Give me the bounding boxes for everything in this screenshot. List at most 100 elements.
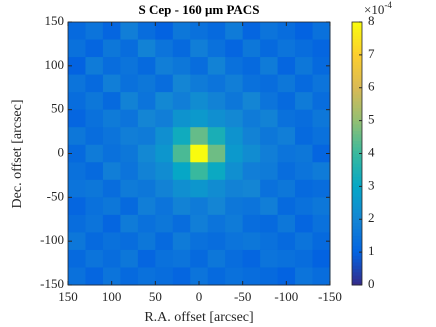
colorbar-swatch [352, 84, 362, 89]
heatmap-cell [277, 249, 296, 268]
colorbar-swatch [352, 25, 362, 30]
heatmap-cell [207, 179, 226, 198]
heatmap-cell [190, 92, 209, 111]
colorbar-swatch [352, 127, 362, 131]
colorbar-swatch [352, 94, 362, 99]
x-tick-label: -150 [318, 289, 342, 304]
heatmap-cell [68, 214, 86, 233]
heatmap-cell [172, 249, 191, 268]
heatmap-cell [207, 127, 226, 146]
heatmap-cell [207, 22, 226, 41]
heatmap-cell [312, 232, 331, 251]
heatmap-cell [120, 109, 139, 128]
heatmap-cell [155, 74, 174, 93]
heatmap-cell [225, 74, 244, 93]
heatmap-cell [120, 267, 139, 286]
colorbar-tick-label: 4 [368, 144, 375, 159]
heatmap-cell [190, 249, 209, 268]
heatmap-cell [207, 109, 226, 128]
colorbar-swatch [352, 87, 362, 92]
heatmap-cell [120, 92, 139, 111]
colorbar-swatch [352, 114, 362, 118]
heatmap-cell [260, 214, 279, 233]
heatmap-cell [68, 22, 86, 41]
colorbar-swatch [352, 156, 362, 161]
heatmap-cell [260, 162, 279, 181]
heatmap-cell [85, 92, 104, 111]
heatmap-cell [242, 109, 261, 128]
colorbar-swatch [352, 238, 362, 243]
colorbar-swatch [352, 117, 362, 122]
colorbar-swatch [352, 229, 362, 233]
heatmap-cell [102, 74, 121, 93]
heatmap-cell [207, 214, 226, 233]
heatmap-cell [85, 144, 104, 163]
colorbar-swatch [352, 255, 362, 260]
heatmap-cell [155, 232, 174, 251]
heatmap-cell [137, 144, 156, 163]
heatmap-cell [85, 267, 104, 286]
heatmap-cell [68, 74, 86, 93]
heatmap-cell [102, 197, 121, 216]
heatmap-cell [120, 127, 139, 146]
colorbar-swatch [352, 120, 362, 125]
heatmap-cell [155, 127, 174, 146]
colorbar-swatch [352, 166, 362, 171]
colorbar-multiplier: ×10-4 [364, 0, 392, 17]
heatmap-cell [295, 197, 314, 216]
heatmap-cell [102, 39, 121, 58]
heatmap-cell [155, 144, 174, 163]
colorbar-tick-label: 0 [368, 276, 375, 291]
heatmap-cell [120, 39, 139, 58]
heatmap-cell [242, 57, 261, 76]
colorbar-swatch [352, 183, 362, 187]
heatmap-cell [242, 267, 261, 286]
heatmap-cell [102, 179, 121, 198]
heatmap-cell [225, 109, 244, 128]
colorbar-swatch [352, 153, 362, 158]
heatmap-cell [312, 267, 331, 286]
heatmap-cell [277, 267, 296, 286]
colorbar-swatch [352, 281, 362, 286]
colorbar-swatch [352, 54, 362, 59]
heatmap-cell [155, 214, 174, 233]
colorbar-swatch [352, 91, 362, 95]
heatmap-cell [137, 267, 156, 286]
heatmap-cell [225, 127, 244, 146]
heatmap-cell [242, 249, 261, 268]
heatmap-cell [277, 127, 296, 146]
heatmap-cell [137, 92, 156, 111]
colorbar-swatch [352, 258, 362, 263]
x-tick-label: 150 [58, 289, 78, 304]
heatmap-cell [172, 162, 191, 181]
colorbar-swatch [352, 28, 362, 33]
colorbar-swatch [352, 137, 362, 141]
heatmap-cell [137, 109, 156, 128]
heatmap-cell [155, 179, 174, 198]
heatmap-cell [242, 92, 261, 111]
heatmap-cell [312, 214, 331, 233]
colorbar-swatch [352, 71, 362, 76]
x-tick-label: -100 [274, 289, 298, 304]
heatmap-cell [120, 249, 139, 268]
colorbar-swatch [352, 31, 362, 36]
heatmap-cell [172, 197, 191, 216]
heatmap-cell [102, 249, 121, 268]
heatmap-cell [120, 179, 139, 198]
colorbar-swatch [352, 275, 362, 279]
heatmap-cell [68, 57, 86, 76]
colorbar-swatch [352, 173, 362, 178]
heatmap-cell [295, 267, 314, 286]
heatmap-cell [295, 162, 314, 181]
colorbar-swatch [352, 179, 362, 184]
heatmap-cell [312, 39, 331, 58]
x-tick-label: 100 [102, 289, 122, 304]
heatmap-cell [120, 232, 139, 251]
colorbar-swatch [352, 107, 362, 112]
heatmap-cell [242, 197, 261, 216]
colorbar-tick-label: 1 [368, 243, 375, 258]
colorbar-swatch [352, 225, 362, 230]
heatmap-cell [190, 22, 209, 41]
heatmap-cell [260, 22, 279, 41]
